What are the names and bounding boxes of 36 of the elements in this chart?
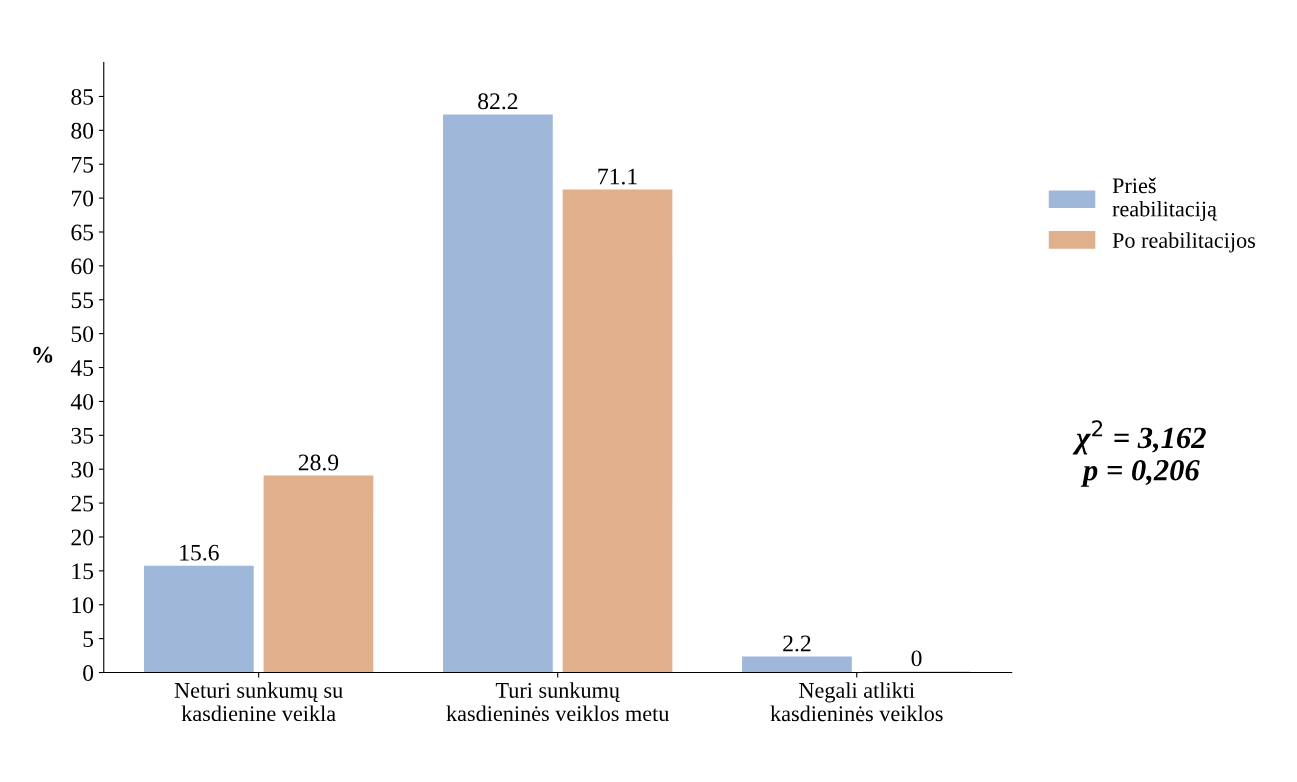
text: χ$^{2}$ = 3,162 p = 0,206 xyxy=(1072,420,1206,487)
y-tick-label: 15 xyxy=(72,563,94,580)
data-label: 28.9 xyxy=(298,454,339,471)
data-label: 2.2 xyxy=(783,635,811,652)
y-tick-label: 0 xyxy=(83,665,94,681)
y-tick-label: 40 xyxy=(70,393,94,410)
y-tick-label: 20 xyxy=(71,529,94,546)
y-tick-label: 65 xyxy=(71,224,94,241)
y-tick-label: 45 xyxy=(70,360,94,376)
y-tick-label: 60 xyxy=(71,258,94,275)
y-tick-label: 85 xyxy=(71,88,94,105)
bar xyxy=(143,565,254,673)
y-tick-label: 50 xyxy=(71,326,94,343)
legend-label: Po reabilitacijos xyxy=(1112,232,1256,253)
y-tick-label: 35 xyxy=(71,427,94,444)
data-label: 15.6 xyxy=(180,544,219,561)
y-tick-label: 30 xyxy=(71,461,94,478)
y-tick-label: 5 xyxy=(83,631,94,648)
legend-label: Prieš reabilitaciją xyxy=(1112,177,1218,222)
x-tick-label: Neturi sunkumų su kasdienine veikla xyxy=(174,682,343,722)
y-tick-label: 55 xyxy=(71,292,94,309)
bar xyxy=(263,475,374,673)
data-label: 82.2 xyxy=(478,93,518,110)
y-tick-label: 70 xyxy=(71,190,94,207)
y-tick-label: 10 xyxy=(72,597,94,614)
bar xyxy=(742,656,852,673)
y-axis-title: % xyxy=(33,346,53,363)
data-label: 0 xyxy=(911,650,922,667)
x-tick-label: Turi sunkumų kasdieninės veiklos metu xyxy=(446,682,670,722)
bar xyxy=(443,114,553,673)
data-label: 71.1 xyxy=(598,168,637,185)
x-tick-label: Negali atlikti kasdieninės veiklos xyxy=(770,682,943,722)
y-tick-label: 75 xyxy=(71,156,94,173)
bar xyxy=(562,189,673,673)
y-tick-label: 25 xyxy=(71,495,94,512)
y-tick-label: 80 xyxy=(71,122,94,139)
